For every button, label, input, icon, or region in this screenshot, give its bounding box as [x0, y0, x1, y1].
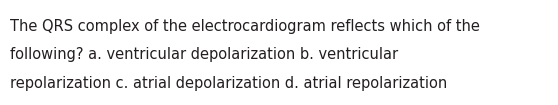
Text: repolarization c. atrial depolarization d. atrial repolarization: repolarization c. atrial depolarization … [10, 76, 448, 91]
Text: following? a. ventricular depolarization b. ventricular: following? a. ventricular depolarization… [10, 47, 398, 62]
Text: The QRS complex of the electrocardiogram reflects which of the: The QRS complex of the electrocardiogram… [10, 19, 480, 34]
